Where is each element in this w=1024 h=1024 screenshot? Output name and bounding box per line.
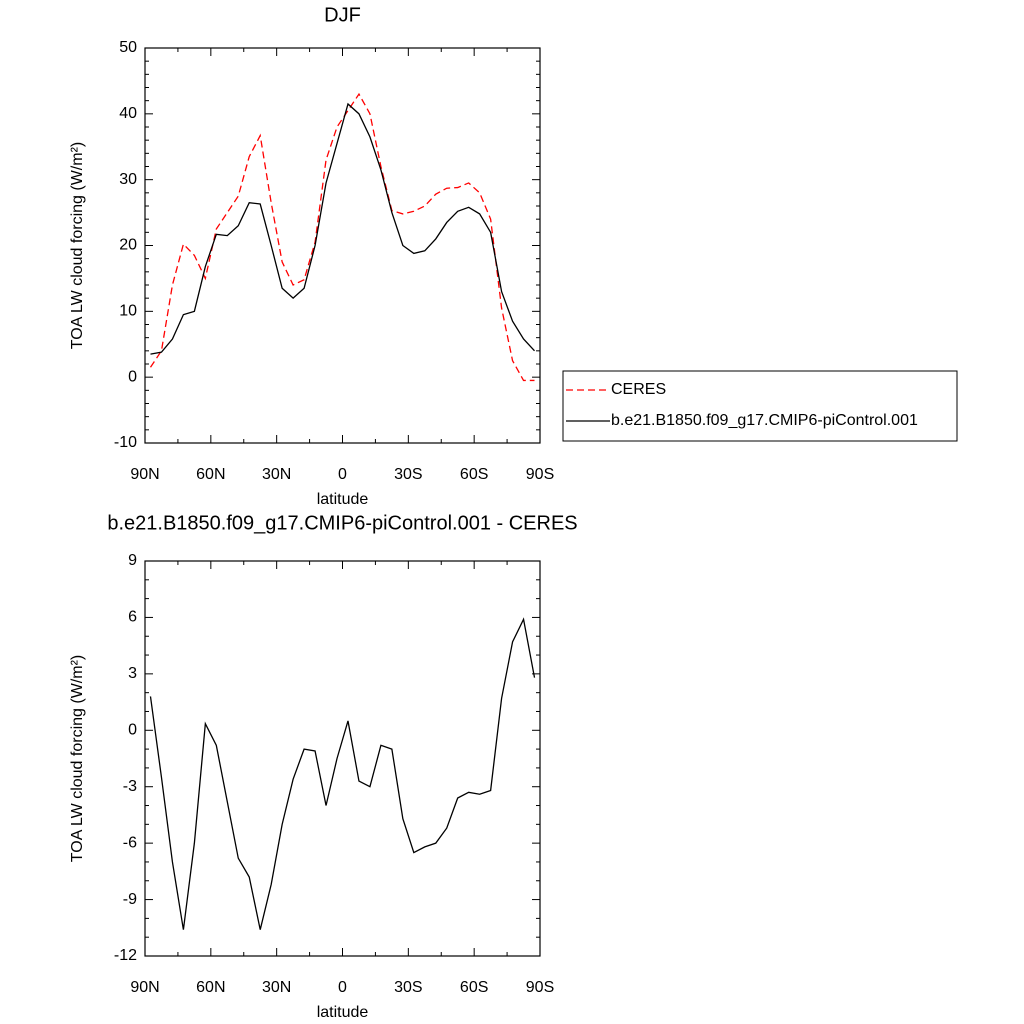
x-tick-label: 60N [196,979,225,996]
x-tick-label: 30N [262,466,291,483]
y-tick-label: -9 [123,891,137,908]
x-tick-label: 0 [338,979,347,996]
y-tick-label: 9 [128,552,137,569]
y-tick-label: -12 [114,947,137,964]
x-tick-label: 90S [526,466,554,483]
y-tick-label: 30 [119,171,137,188]
y-tick-label: 10 [119,303,137,320]
y-tick-label: 0 [128,368,137,385]
y-tick-label: 6 [128,609,137,626]
y-tick-label: 40 [119,105,137,122]
x-tick-label: 30S [394,979,422,996]
y-axis-label: TOA LW cloud forcing (W/m²) [69,142,86,349]
y-tick-label: -3 [123,778,137,795]
x-tick-label: 0 [338,466,347,483]
x-tick-label: 60N [196,466,225,483]
legend-label: b.e21.B1850.f09_g17.CMIP6-piControl.001 [611,412,918,429]
x-tick-label: 90N [130,466,159,483]
data-line [150,102,535,355]
plot-frame [144,47,541,444]
legend-label: CERES [611,381,666,398]
y-tick-label: 50 [119,39,137,56]
x-tick-label: 90N [130,979,159,996]
chart-title: DJF [324,4,361,26]
x-tick-label: 60S [460,466,488,483]
y-tick-label: 0 [128,722,137,739]
x-tick-label: 90S [526,979,554,996]
data-line [149,617,536,930]
y-axis-label: TOA LW cloud forcing (W/m²) [69,655,86,862]
y-tick-label: 3 [128,665,137,682]
x-axis-label: latitude [317,1004,369,1021]
x-tick-label: 30S [394,466,422,483]
y-tick-label: 20 [119,237,137,254]
x-axis-label: latitude [317,491,369,508]
plot-frame [144,560,541,957]
x-tick-label: 60S [460,979,488,996]
y-tick-label: -10 [114,434,137,451]
y-tick-label: -6 [123,834,137,851]
legend-box [562,370,958,442]
chart-title: b.e21.B1850.f09_g17.CMIP6-piControl.001 … [107,512,577,534]
x-tick-label: 30N [262,979,291,996]
data-line [149,92,535,382]
